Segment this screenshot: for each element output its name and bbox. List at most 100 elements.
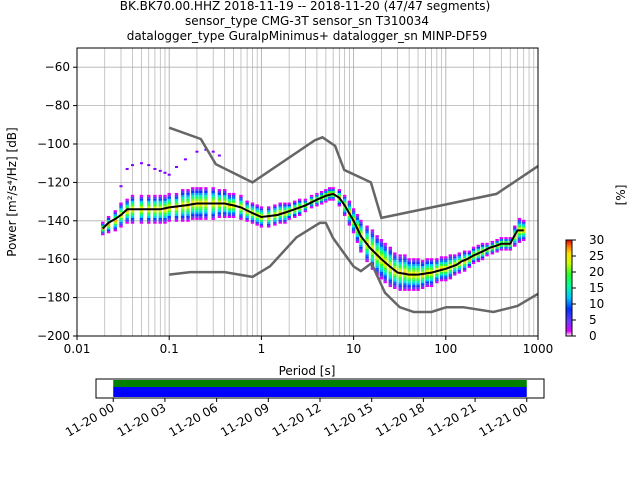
density-cell [393,252,397,255]
density-cell [227,214,232,217]
y-tick-label: −80 [45,99,70,113]
density-cell [429,277,434,280]
density-cell [359,246,363,249]
density-cell [231,214,236,217]
density-cell [204,194,208,197]
y-tick-label: −200 [37,329,70,343]
density-cell [217,191,222,193]
density-cell [355,215,360,218]
density-cell [398,267,402,270]
density-cell [476,260,480,263]
density-cell [315,194,319,197]
density-cell [513,240,517,243]
colorbar-tick-label: 25 [589,249,604,263]
density-cell [375,265,379,268]
density-cell [416,285,420,288]
density-cell [191,192,195,195]
density-cell [223,189,227,192]
density-cell [153,221,157,224]
density-cell [420,275,425,278]
density-cell [379,250,384,253]
density-cell [355,240,360,243]
density-cell [250,210,255,213]
density-cell [351,214,356,217]
density-cell [125,200,129,203]
density-cell [403,256,407,259]
density-cell [174,210,179,213]
density-cell [199,192,203,195]
density-cell [508,239,512,241]
density-cell [471,248,476,251]
density-cell [347,208,352,211]
density-cell [227,210,232,213]
density-cell [119,221,123,224]
density-cell [255,206,259,209]
density-cell [355,239,360,241]
density-cell [412,275,416,278]
density-cell [119,202,123,205]
density-cell [223,206,227,209]
density-cell [180,200,185,203]
density-cell [331,187,335,190]
density-cell [388,262,392,265]
y-axis-label: Power [m²/s⁴/Hz] [dB] [5,127,19,256]
density-cell [351,212,356,215]
density-cell [180,214,185,217]
density-cell [379,273,384,276]
density-cell [186,191,190,193]
density-cell [429,267,434,270]
density-cell [327,196,332,199]
density-cell [125,214,129,217]
density-cell [444,277,448,280]
density-cell [471,258,476,261]
density-cell [119,212,123,215]
density-cell [186,215,190,218]
density-cell [174,194,179,197]
density-cell [403,269,407,272]
density-cell [259,212,264,215]
density-cell [370,267,375,270]
low-noise-model [169,221,538,314]
density-cell [139,202,144,205]
density-cell [444,265,448,268]
density-cell [375,252,379,255]
y-tick-label: −120 [37,175,70,189]
density-cell [351,227,356,230]
density-cell [383,258,387,261]
density-cell [139,215,144,218]
density-cell [158,204,162,207]
density-cell [429,260,434,263]
density-cell [223,212,227,215]
density-cell [125,219,129,222]
density-cell [273,210,277,213]
density-cell [416,269,420,272]
density-cell [106,217,111,220]
density-cell [227,196,232,199]
density-cell [119,217,123,220]
density-cell [283,202,287,205]
density-cell [370,231,375,234]
density-cell [393,273,397,276]
density-cell [174,219,179,222]
density-cell [217,196,222,199]
density-cell [412,258,416,261]
density-cell [293,215,297,218]
density-cell [412,283,416,286]
density-cell [462,262,467,265]
density-cell [517,239,522,241]
density-cell [359,221,363,224]
density-cell [125,217,129,220]
density-cell [327,191,332,193]
density-cell [420,267,425,270]
density-cell [113,210,117,213]
density-cell [388,258,392,261]
density-cell [130,217,135,220]
density-cell [351,208,356,211]
density-cell [195,187,199,190]
density-cell [315,200,319,203]
density-cell [324,200,328,203]
density-cell [174,217,179,220]
density-cell [239,204,243,207]
density-cell [191,189,195,192]
